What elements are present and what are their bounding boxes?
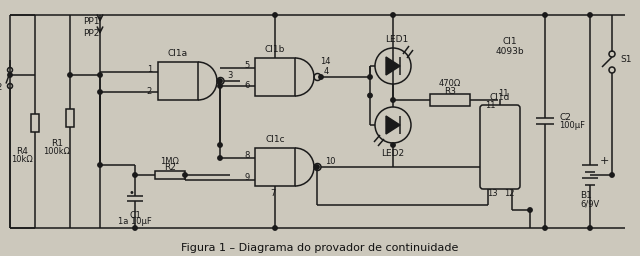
Text: LED1: LED1 (385, 36, 408, 45)
Text: 4093b: 4093b (496, 47, 524, 56)
Text: Figura 1 – Diagrama do provador de continuidade: Figura 1 – Diagrama do provador de conti… (181, 243, 459, 253)
Text: 4: 4 (324, 68, 329, 77)
Text: C1: C1 (129, 210, 141, 219)
Circle shape (543, 13, 547, 17)
Text: B1: B1 (580, 190, 592, 199)
Text: 100μF: 100μF (559, 122, 585, 131)
Circle shape (391, 143, 396, 147)
Circle shape (218, 84, 222, 88)
Bar (430, 94, 470, 106)
Text: 13: 13 (487, 189, 498, 198)
FancyBboxPatch shape (480, 105, 520, 189)
Circle shape (610, 173, 614, 177)
Circle shape (319, 75, 323, 79)
Text: PP1: PP1 (83, 16, 99, 26)
Text: CI1a: CI1a (168, 49, 188, 59)
Circle shape (315, 165, 319, 169)
Text: •: • (128, 188, 134, 198)
Text: C2: C2 (559, 113, 571, 123)
Polygon shape (386, 57, 400, 75)
Text: 470Ω: 470Ω (439, 80, 461, 89)
Text: 1: 1 (147, 66, 152, 74)
Circle shape (273, 13, 277, 17)
Text: +: + (600, 156, 609, 166)
Circle shape (391, 98, 396, 102)
Bar (255, 148, 295, 186)
Bar (255, 58, 295, 96)
Circle shape (218, 79, 222, 83)
Text: 1a 10μF: 1a 10μF (118, 218, 152, 227)
Text: CI1c: CI1c (265, 135, 285, 144)
Text: PP2: PP2 (83, 28, 99, 37)
Text: CI1: CI1 (502, 37, 517, 47)
Circle shape (218, 156, 222, 160)
Text: 2: 2 (147, 87, 152, 95)
Text: 7: 7 (270, 188, 276, 197)
Text: 9: 9 (244, 174, 250, 183)
Bar (155, 171, 185, 179)
Circle shape (98, 90, 102, 94)
Circle shape (368, 93, 372, 98)
Circle shape (368, 75, 372, 79)
Text: 6: 6 (244, 80, 250, 90)
Circle shape (68, 73, 72, 77)
Bar (31, 113, 39, 132)
Text: 5: 5 (244, 61, 250, 70)
Text: CI1d: CI1d (490, 93, 510, 102)
Circle shape (391, 13, 396, 17)
Polygon shape (386, 116, 400, 134)
Circle shape (133, 226, 137, 230)
Circle shape (8, 73, 12, 77)
Text: 11: 11 (498, 90, 509, 99)
Text: R1: R1 (51, 138, 63, 147)
Circle shape (98, 73, 102, 77)
Circle shape (543, 226, 547, 230)
Circle shape (183, 173, 188, 177)
Text: 12: 12 (504, 189, 515, 198)
Text: 1MΩ: 1MΩ (161, 157, 179, 166)
Circle shape (218, 143, 222, 147)
Text: 11: 11 (485, 101, 495, 111)
Text: CI1b: CI1b (265, 46, 285, 55)
Text: 10: 10 (325, 157, 335, 166)
Bar (66, 109, 74, 126)
Text: R4: R4 (16, 147, 28, 156)
Text: 100kΩ: 100kΩ (44, 146, 70, 155)
Text: LED2: LED2 (381, 148, 404, 157)
Text: 8: 8 (244, 152, 250, 161)
Text: R3: R3 (444, 88, 456, 97)
Text: S1: S1 (620, 56, 632, 65)
Circle shape (588, 13, 592, 17)
Circle shape (98, 163, 102, 167)
Circle shape (273, 226, 277, 230)
Circle shape (528, 208, 532, 212)
Text: 6/9V: 6/9V (580, 199, 599, 208)
Text: 3: 3 (227, 71, 232, 80)
Bar (158, 62, 198, 100)
Circle shape (588, 226, 592, 230)
Text: 10kΩ: 10kΩ (11, 155, 33, 165)
Text: S2: S2 (0, 83, 3, 92)
Circle shape (133, 173, 137, 177)
Text: 14: 14 (320, 58, 330, 67)
Text: R2: R2 (164, 164, 176, 173)
